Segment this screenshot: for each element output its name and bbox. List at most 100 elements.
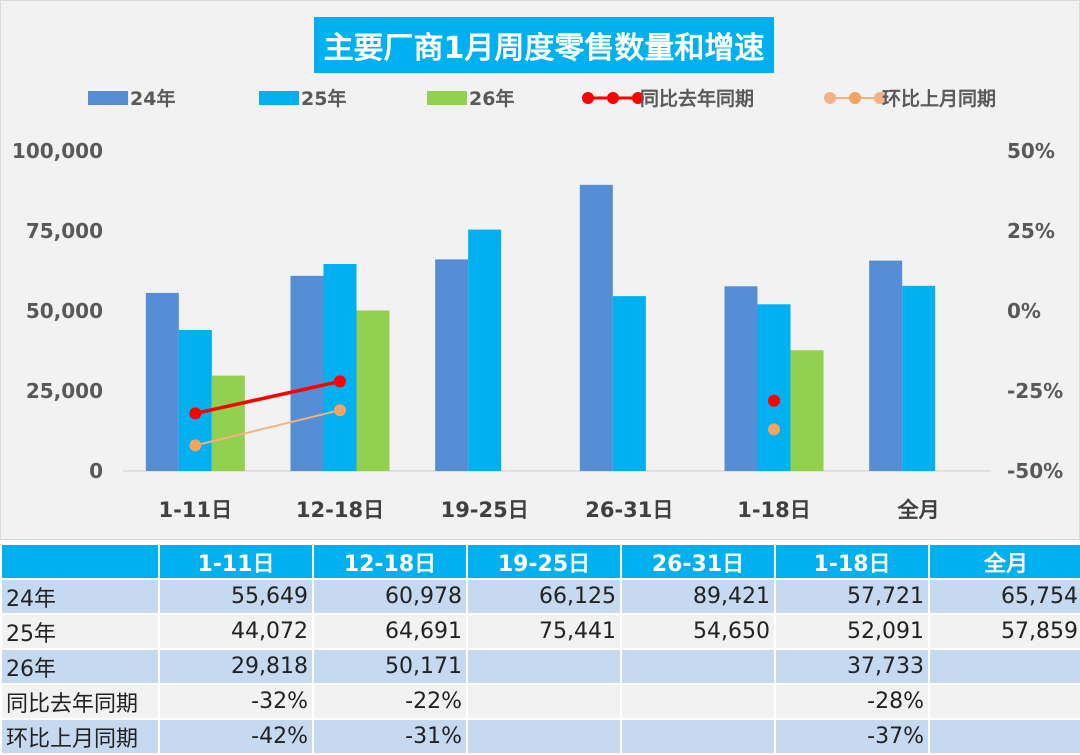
table-cell: 50,171 xyxy=(312,648,468,685)
legend-swatch xyxy=(88,91,128,105)
bar-25年 xyxy=(612,296,646,471)
row-label: 26年 xyxy=(0,648,160,685)
chart-area: 主要厂商1月周度零售数量和增速 0 25,000 50,000 75,000 100,0… xyxy=(0,0,1080,540)
line-segment-环比上月同期 xyxy=(195,409,341,447)
table-cell: -32% xyxy=(158,683,314,720)
table-row: 25年 44,072 64,691 75,441 54,650 52,091 57,859 xyxy=(0,613,1080,650)
table-cell xyxy=(466,683,622,720)
bar-25年 xyxy=(468,229,502,471)
column-header: 全月 xyxy=(928,543,1080,580)
y-right-tick-label: 25% xyxy=(1007,219,1055,243)
x-tick-label: 12-18日 xyxy=(296,498,384,522)
column-header: 12-18日 xyxy=(312,543,468,580)
bar-24年 xyxy=(724,286,758,471)
point-同比去年同期 xyxy=(189,407,202,420)
chart-svg: 0 25,000 50,000 75,000 100,000 -50% -25% 0% 25% 5… xyxy=(12,87,1063,522)
column-header xyxy=(0,543,160,580)
x-tick-label: 1-18日 xyxy=(737,498,811,522)
table-cell: 54,650 xyxy=(620,613,776,650)
legend-label: 环比上月同期 xyxy=(882,88,996,110)
legend-swatch xyxy=(427,91,467,105)
bar-26年 xyxy=(790,350,824,471)
bar-25年 xyxy=(323,263,357,471)
table-cell xyxy=(466,648,622,685)
y-left-tick-label: 50,000 xyxy=(26,299,103,323)
legend-marker xyxy=(607,92,619,104)
chart-title: 主要厂商1月周度零售数量和增速 xyxy=(314,17,774,73)
row-label: 同比去年同期 xyxy=(0,683,160,720)
point-同比去年同期 xyxy=(334,375,346,388)
y-right-tick-label: -25% xyxy=(1007,379,1063,403)
legend-marker xyxy=(874,92,886,104)
table-cell: 66,125 xyxy=(466,578,622,615)
point-同比去年同期 xyxy=(768,394,780,407)
table-row: 26年 29,818 50,171 37,733 xyxy=(0,648,1080,685)
table-cell: 65,754 xyxy=(928,578,1080,615)
data-table: 1-11日 12-18日 19-25日 26-31日 1-18日 全月 24年 55,649… xyxy=(0,543,1080,755)
table-cell xyxy=(620,648,776,685)
table-cell: 44,072 xyxy=(158,613,314,650)
legend-swatch xyxy=(259,91,299,105)
column-header: 1-18日 xyxy=(774,543,930,580)
table-cell xyxy=(620,683,776,720)
table-cell: 89,421 xyxy=(620,578,776,615)
table-cell: 55,649 xyxy=(158,578,314,615)
point-环比上月同期 xyxy=(334,404,346,417)
table-cell: 60,978 xyxy=(312,578,468,615)
y-left-tick-label: 0 xyxy=(89,459,103,483)
y-left-tick-label: 100,000 xyxy=(12,139,103,163)
y-right-tick-label: -50% xyxy=(1007,459,1063,483)
table-cell xyxy=(928,648,1080,685)
legend-item: 24年 xyxy=(88,87,175,110)
bar-24年 xyxy=(579,184,613,472)
legend-item: 环比上月同期 xyxy=(824,88,996,110)
table-cell: 57,859 xyxy=(928,613,1080,650)
legend-label: 26年 xyxy=(469,87,514,110)
bar-24年 xyxy=(435,259,469,471)
table-cell: -28% xyxy=(774,683,930,720)
legend-marker xyxy=(849,92,861,104)
y-left-tick-label: 25,000 xyxy=(26,379,103,403)
x-tick-label: 19-25日 xyxy=(441,498,529,522)
row-label: 24年 xyxy=(0,578,160,615)
bar-25年 xyxy=(902,285,936,471)
legend-marker xyxy=(824,92,836,104)
bar-24年 xyxy=(145,292,179,471)
bar-25年 xyxy=(757,304,791,471)
table-cell: 64,691 xyxy=(312,613,468,650)
table-cell: 29,818 xyxy=(158,648,314,685)
y-right-tick-label: 0% xyxy=(1007,299,1041,323)
legend-label: 25年 xyxy=(301,87,346,110)
x-tick-label: 1-11日 xyxy=(159,498,233,522)
y-right-tick-label: 50% xyxy=(1007,139,1055,163)
x-tick-label: 26-31日 xyxy=(585,498,673,522)
column-header: 1-11日 xyxy=(158,543,314,580)
bar-26年 xyxy=(356,310,390,471)
table-cell: 37,733 xyxy=(774,648,930,685)
table-cell: 75,441 xyxy=(466,613,622,650)
bar-24年 xyxy=(290,275,324,471)
table-cell: 57,721 xyxy=(774,578,930,615)
table-cell xyxy=(928,683,1080,720)
table-row: 24年 55,649 60,978 66,125 89,421 57,721 65,754 xyxy=(0,578,1080,615)
line-segment-同比去年同期 xyxy=(194,379,341,416)
point-环比上月同期 xyxy=(768,423,780,436)
bar-26年 xyxy=(211,375,245,471)
row-label: 25年 xyxy=(0,613,160,650)
legend-marker xyxy=(582,92,594,104)
table-cell: -22% xyxy=(312,683,468,720)
table-header-row: 1-11日 12-18日 19-25日 26-31日 1-18日 全月 xyxy=(0,543,1080,580)
x-tick-label: 全月 xyxy=(897,498,940,522)
bar-24年 xyxy=(869,260,903,471)
table-cell: 52,091 xyxy=(774,613,930,650)
legend-item: 26年 xyxy=(427,87,514,110)
column-header: 19-25日 xyxy=(466,543,622,580)
legend-marker xyxy=(632,92,644,104)
point-环比上月同期 xyxy=(189,439,202,452)
legend-label: 24年 xyxy=(130,87,175,110)
legend-label: 同比去年同期 xyxy=(640,87,754,110)
legend-item: 同比去年同期 xyxy=(582,87,754,110)
column-header: 26-31日 xyxy=(620,543,776,580)
table-row: 同比去年同期 -32% -22% -28% xyxy=(0,683,1080,720)
legend-item: 25年 xyxy=(259,87,346,110)
